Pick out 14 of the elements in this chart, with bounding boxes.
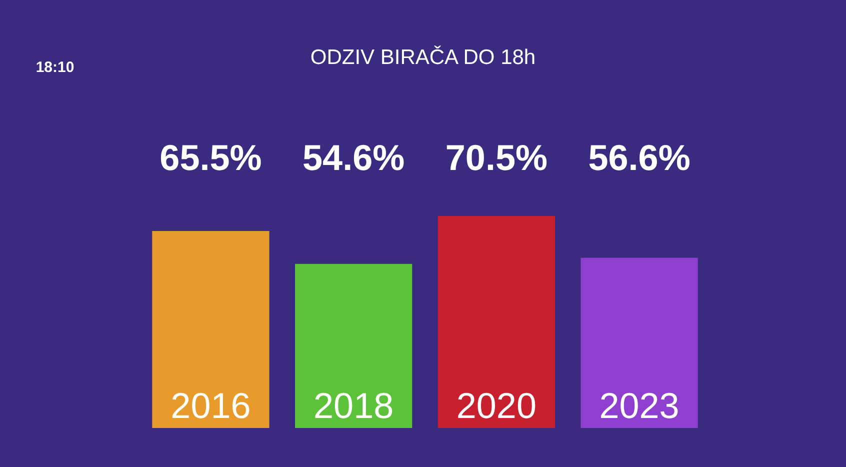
chart-title: ODZIV BIRAČA DO 18h: [310, 45, 536, 69]
bar: [580, 258, 698, 428]
x-tick-label: 2016: [170, 385, 251, 426]
data-label: 54.6%: [302, 137, 405, 178]
x-tick-label: 2020: [456, 385, 536, 426]
x-tick-label: 2023: [599, 385, 680, 426]
bar: [438, 216, 555, 428]
data-label: 56.6%: [588, 137, 690, 178]
text: 18:10: [36, 59, 74, 76]
data-label: 65.5%: [160, 137, 262, 178]
bar: [295, 264, 412, 428]
bar: [152, 231, 270, 428]
data-label: 70.5%: [445, 137, 548, 178]
x-tick-label: 2018: [314, 385, 394, 426]
